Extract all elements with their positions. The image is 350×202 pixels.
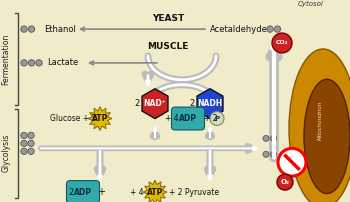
Text: + 2 Pyruvate: + 2 Pyruvate [169, 188, 219, 197]
Circle shape [271, 151, 276, 157]
Circle shape [21, 60, 27, 66]
Circle shape [274, 26, 281, 32]
Circle shape [21, 132, 27, 139]
Circle shape [21, 26, 27, 32]
Text: Cytosol: Cytosol [298, 1, 324, 7]
Circle shape [263, 151, 269, 157]
Text: ADP: ADP [74, 188, 92, 197]
FancyBboxPatch shape [66, 181, 99, 202]
Circle shape [271, 135, 276, 141]
Text: + 4: + 4 [165, 114, 178, 123]
Text: 2: 2 [68, 188, 73, 197]
Ellipse shape [289, 49, 350, 202]
Text: O₂: O₂ [280, 179, 289, 185]
Polygon shape [197, 89, 223, 119]
Circle shape [36, 60, 42, 66]
Text: ATP: ATP [92, 114, 108, 123]
Polygon shape [142, 89, 168, 119]
Text: 2: 2 [135, 99, 140, 108]
Text: + 2: + 2 [204, 114, 217, 123]
Text: NAD⁺: NAD⁺ [144, 99, 166, 108]
Polygon shape [143, 180, 167, 202]
FancyBboxPatch shape [172, 107, 204, 130]
Circle shape [28, 140, 34, 146]
Text: NADH: NADH [197, 99, 223, 108]
Text: ATP: ATP [147, 188, 163, 197]
Circle shape [28, 132, 34, 139]
Circle shape [28, 60, 35, 66]
Circle shape [278, 148, 306, 176]
Text: 2: 2 [190, 99, 195, 108]
Circle shape [272, 33, 292, 53]
Circle shape [28, 26, 35, 32]
Text: Ethanol: Ethanol [44, 25, 76, 34]
Text: CO₂: CO₂ [276, 40, 288, 45]
Text: YEAST: YEAST [152, 14, 184, 23]
Circle shape [28, 148, 34, 155]
Ellipse shape [304, 79, 350, 194]
Text: Fermentation: Fermentation [1, 33, 10, 85]
Text: Glycolysis: Glycolysis [1, 134, 10, 173]
Circle shape [21, 148, 27, 155]
Text: ADP: ADP [179, 114, 197, 123]
Circle shape [263, 135, 269, 141]
Polygon shape [88, 107, 112, 130]
Circle shape [210, 112, 224, 125]
Text: Lactate: Lactate [47, 58, 78, 67]
Text: P: P [215, 116, 219, 122]
Text: +: + [97, 187, 105, 197]
Text: Mitochondrion: Mitochondrion [317, 101, 322, 140]
Circle shape [21, 140, 27, 146]
Circle shape [277, 174, 293, 190]
Text: + 4: + 4 [130, 188, 144, 197]
Text: Glucose + 2: Glucose + 2 [50, 114, 96, 123]
Text: Acetaldehyde: Acetaldehyde [210, 25, 268, 34]
Circle shape [267, 26, 273, 32]
Text: MUSCLE: MUSCLE [147, 42, 189, 51]
